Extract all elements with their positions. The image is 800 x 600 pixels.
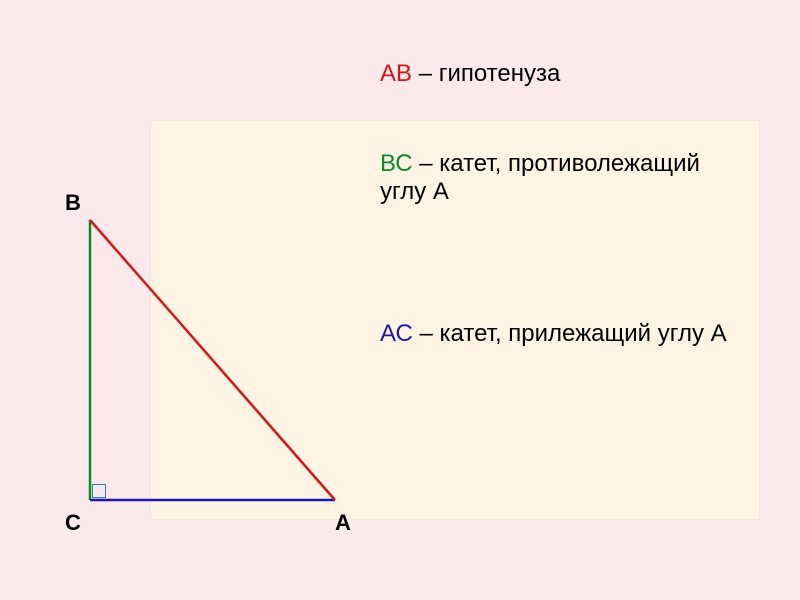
seg-ac: АС [380, 320, 413, 347]
seg-ac-desc: – катет, прилежащий углу А [413, 320, 727, 347]
seg-bc: ВС [380, 150, 413, 177]
seg-ab: АВ [380, 60, 412, 87]
right-angle-marker [92, 484, 106, 498]
seg-ab-desc: – гипотенуза [412, 60, 560, 87]
seg-bc-desc: – катет, противолежащий углу А [380, 150, 700, 205]
text-opposite-leg: ВС – катет, противолежащий углу А [380, 150, 750, 206]
triangle [0, 0, 800, 600]
vertex-label-c: С [65, 510, 81, 536]
slide-background: В С А АВ – гипотенуза ВС – катет, против… [0, 0, 800, 600]
vertex-label-b: В [65, 190, 81, 216]
text-adjacent-leg: АС – катет, прилежащий углу А [380, 320, 750, 348]
text-hypotenuse: АВ – гипотенуза [380, 60, 750, 88]
side-ab [90, 220, 335, 500]
vertex-label-a: А [335, 510, 351, 536]
